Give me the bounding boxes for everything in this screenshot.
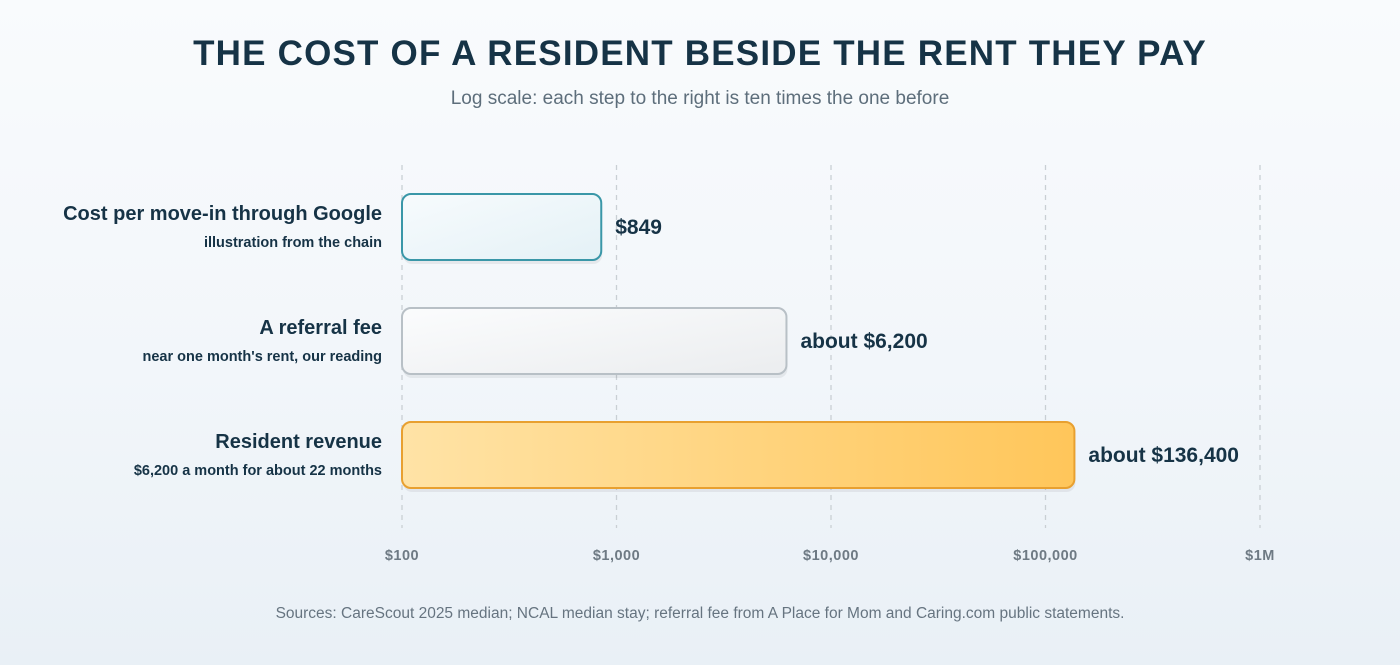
bar [401,193,603,261]
value-label: about $136,400 [1088,444,1239,467]
category-label: A referral fee [259,317,382,339]
tick-label: $100,000 [1013,548,1077,564]
labels: $100 $1,000 $10,000 $100,000 $1M $849 Cost per… [63,203,1275,564]
chart-title: THE COST OF A RESIDENT BESIDE THE RENT T… [193,34,1207,73]
bar [401,421,1076,489]
bars [401,193,1076,492]
value-label: $849 [615,216,662,239]
category-sublabel: $6,200 a month for about 22 months [134,463,382,479]
category-label: Cost per move-in through Google [63,203,382,225]
tick-label: $10,000 [803,548,859,564]
chart-source-note: Sources: CareScout 2025 median; NCAL med… [275,605,1125,622]
bar [401,307,788,375]
value-label: about $6,200 [800,330,927,353]
category-sublabel: near one month's rent, our reading [142,349,382,365]
chart-subtitle: Log scale: each step to the right is ten… [450,88,950,109]
category-label: Resident revenue [215,431,382,453]
tick-label: $1M [1245,548,1275,564]
tick-label: $1,000 [593,548,640,564]
category-sublabel: illustration from the chain [204,235,382,251]
tick-label: $100 [385,548,419,564]
